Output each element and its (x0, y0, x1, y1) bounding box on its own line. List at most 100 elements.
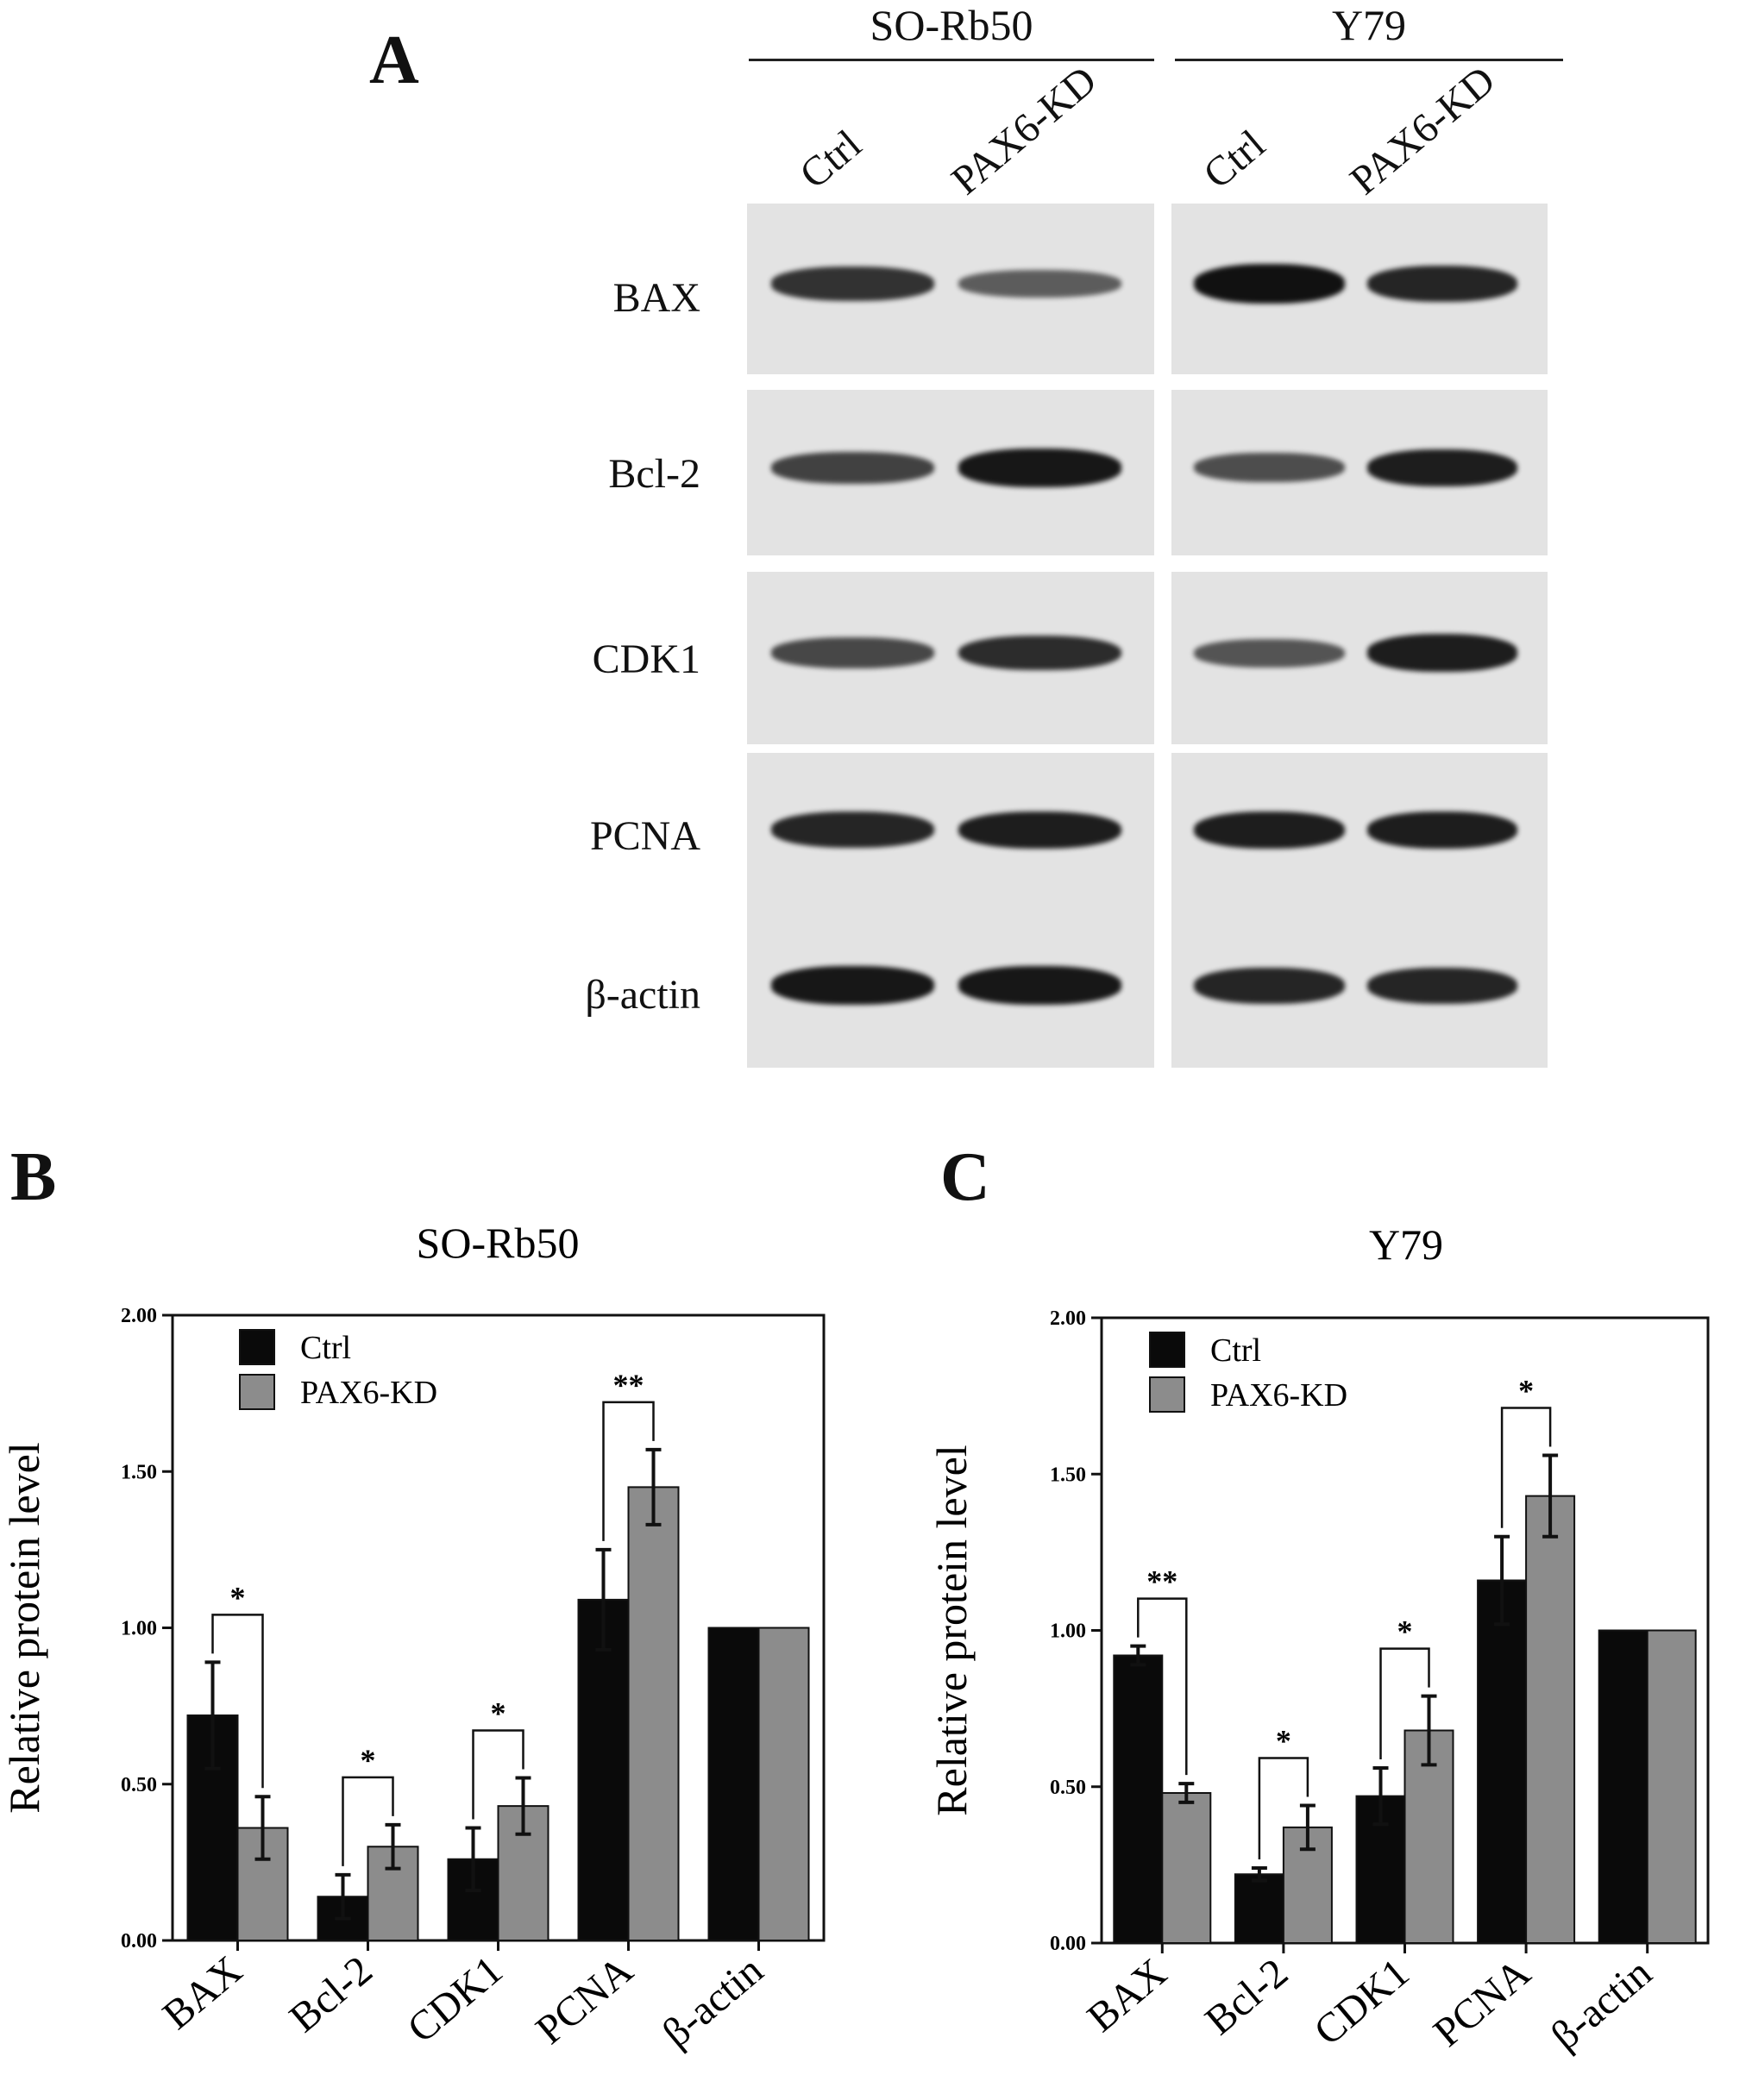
band-bax-ctrl (771, 266, 935, 301)
significance-bracket (472, 1729, 524, 1820)
y-axis-label: Relative protein level (0, 1442, 48, 1813)
band-bcl-2-ctrl (771, 451, 935, 484)
blot-bcl-2-so-rb50 (747, 390, 1154, 555)
bar-pcna-pax6-kd (1525, 1495, 1576, 1944)
band--actin-ctrl (771, 966, 935, 1005)
blot-bax-so-rb50 (747, 204, 1154, 374)
protein-label-cdk1: CDK1 (592, 636, 700, 682)
cell-line-underline-y79 (1175, 59, 1563, 61)
x-tick-label-actin: β-actin (1542, 1950, 1660, 2059)
bar-pcna-ctrl (1477, 1579, 1528, 1944)
x-tick-label-pcna: PCNA (1425, 1950, 1539, 2056)
significance-marker: * (1397, 1614, 1413, 1649)
significance-bracket (1137, 1597, 1188, 1776)
band--actin-ctrl (1194, 967, 1345, 1004)
band-bcl-2-pax6-kd (958, 448, 1122, 487)
bar-chart-so-rb50: SO-Rb50 Relative protein level 0.00 0.50 1.0… (0, 1219, 826, 2057)
bar-pcna-pax6-kd (627, 1486, 680, 1941)
bar-bax-ctrl (1113, 1654, 1164, 1944)
blot--actin-so-rb50 (747, 912, 1154, 1068)
significance-bracket (211, 1614, 264, 1789)
significance-marker: * (1518, 1374, 1534, 1408)
band-pcna-pax6-kd (1366, 811, 1518, 849)
band-pcna-pax6-kd (958, 811, 1122, 849)
bar-actin-pax6-kd (757, 1627, 810, 1941)
protein-label-bcl-2: Bcl-2 (608, 451, 700, 497)
x-tick-label-actin: β-actin (654, 1947, 771, 2057)
x-tick-label-cdk1: CDK1 (1305, 1950, 1417, 2054)
protein-label-pcna: PCNA (589, 813, 700, 859)
band-bax-ctrl (1194, 264, 1345, 304)
bar-actin-ctrl (707, 1627, 760, 1941)
bar-bcl-2-ctrl (1234, 1873, 1284, 1944)
x-tick-label-bax: BAX (1079, 1950, 1176, 2041)
significance-bracket (1258, 1757, 1309, 1859)
y-tick-label: 2.00 (1050, 1307, 1086, 1330)
significance-bracket (342, 1776, 394, 1866)
cell-line-label-so-rb50: SO-Rb50 (870, 1, 1033, 49)
protein-label-bax: BAX (612, 275, 700, 321)
x-tick-label-pcna: PCNA (527, 1947, 641, 2053)
y-tick-label: 1.50 (121, 1461, 157, 1483)
bar-actin-pax6-kd (1646, 1629, 1697, 1944)
blot--actin-y79 (1171, 912, 1548, 1068)
band--actin-pax6-kd (958, 966, 1122, 1005)
legend-swatch-ctrl (1149, 1332, 1185, 1368)
panel-a-letter: A (369, 22, 419, 98)
legend-swatch-pax6-kd (239, 1374, 275, 1410)
significance-marker: * (361, 1743, 376, 1777)
y-tick-label: 0.00 (121, 1930, 157, 1953)
panel-c-letter: C (940, 1139, 990, 1215)
y-tick-label: 2.00 (121, 1305, 157, 1327)
band--actin-pax6-kd (1366, 967, 1518, 1004)
x-tick-label-bcl-2: Bcl-2 (1196, 1950, 1297, 2044)
y-tick-label: 0.50 (1050, 1777, 1086, 1799)
protein-label-beta-actin: β-actin (585, 972, 700, 1018)
blot-bcl-2-y79 (1171, 390, 1548, 555)
lane-label-so-rb50-pax6-kd: PAX6-KD (943, 57, 1106, 204)
legend-label-pax6-kd: PAX6-KD (1210, 1377, 1347, 1414)
bar-pcna-ctrl (577, 1598, 630, 1941)
legend-label-ctrl: Ctrl (300, 1330, 351, 1366)
x-tick-label-cdk1: CDK1 (399, 1947, 511, 2052)
significance-marker: * (230, 1580, 246, 1614)
significance-marker: ** (1146, 1564, 1177, 1599)
legend-label-pax6-kd: PAX6-KD (300, 1375, 437, 1411)
x-tick-label-bcl-2: Bcl-2 (281, 1947, 381, 2041)
band-bax-pax6-kd (1366, 266, 1518, 303)
y-tick-label: 1.50 (1050, 1464, 1086, 1486)
significance-marker: * (1276, 1724, 1291, 1758)
y-tick-label: 0.50 (121, 1774, 157, 1796)
y-tick-label: 1.00 (121, 1618, 157, 1640)
significance-bracket (1379, 1647, 1430, 1759)
cell-line-underline-so-rb50 (749, 59, 1154, 61)
blot-pcna-y79 (1171, 753, 1548, 917)
blot-cdk1-so-rb50 (747, 572, 1154, 744)
band-bax-pax6-kd (958, 270, 1122, 298)
band-cdk1-pax6-kd (958, 635, 1122, 671)
legend-swatch-ctrl (239, 1329, 275, 1365)
significance-bracket (602, 1401, 655, 1541)
significance-marker: * (491, 1696, 506, 1731)
y-axis-label: Relative protein level (932, 1445, 976, 1815)
lane-label-so-rb50-ctrl: Ctrl (791, 121, 870, 198)
significance-bracket (1500, 1407, 1552, 1528)
bar-bax-pax6-kd (1161, 1792, 1212, 1944)
y-tick-label: 1.00 (1050, 1620, 1086, 1643)
blot-cdk1-y79 (1171, 572, 1548, 744)
legend-label-ctrl: Ctrl (1210, 1332, 1261, 1369)
blot-pcna-so-rb50 (747, 753, 1154, 917)
chart-title: Y79 (1369, 1220, 1443, 1269)
band-cdk1-pax6-kd (1366, 634, 1518, 672)
x-tick-label-bax: BAX (154, 1947, 251, 2039)
bar-chart-y79: Y79 Relative protein level 0.00 0.50 1.00 1.5… (932, 1220, 1710, 2059)
significance-marker: ** (613, 1368, 644, 1402)
lane-label-y79-pax6-kd: PAX6-KD (1341, 57, 1504, 204)
band-pcna-ctrl (1194, 811, 1345, 849)
band-cdk1-ctrl (771, 637, 935, 668)
panel-b-letter: B (10, 1139, 57, 1215)
chart-title: SO-Rb50 (417, 1219, 580, 1267)
blot-bax-y79 (1171, 204, 1548, 374)
legend-swatch-pax6-kd (1149, 1376, 1185, 1413)
band-cdk1-ctrl (1194, 638, 1345, 668)
